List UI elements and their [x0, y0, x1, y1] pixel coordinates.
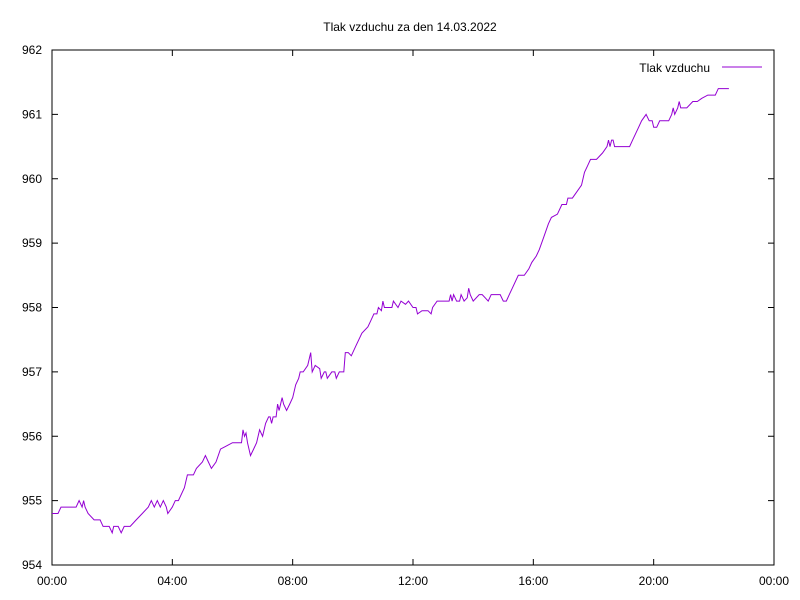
x-axis-tick-labels: 00:00 04:00 08:00 12:00 16:00 20:00 00:00 — [37, 574, 789, 588]
y-axis-tick-labels: 954 955 956 957 958 959 960 961 962 — [22, 43, 42, 572]
y-tick-label: 960 — [22, 172, 42, 186]
y-tick-label: 956 — [22, 429, 42, 443]
x-tick-label: 04:00 — [157, 574, 187, 588]
x-tick-label: 00:00 — [37, 574, 67, 588]
y-tick-label: 962 — [22, 43, 42, 57]
axis-ticks — [51, 49, 775, 566]
chart-title: Tlak vzduchu za den 14.03.2022 — [323, 20, 497, 34]
legend-label: Tlak vzduchu — [639, 61, 710, 75]
x-tick-label: 08:00 — [278, 574, 308, 588]
y-tick-label: 957 — [22, 365, 42, 379]
series-group — [52, 88, 729, 535]
y-tick-label: 955 — [22, 494, 42, 508]
x-tick-label: 12:00 — [398, 574, 428, 588]
series-line — [52, 88, 729, 535]
y-tick-label: 961 — [22, 107, 42, 121]
y-tick-label: 958 — [22, 301, 42, 315]
legend: Tlak vzduchu — [639, 61, 762, 75]
x-tick-label: 20:00 — [639, 574, 669, 588]
x-tick-label: 00:00 — [759, 574, 789, 588]
y-tick-label: 954 — [22, 558, 42, 572]
x-tick-label: 16:00 — [518, 574, 548, 588]
y-tick-label: 959 — [22, 236, 42, 250]
